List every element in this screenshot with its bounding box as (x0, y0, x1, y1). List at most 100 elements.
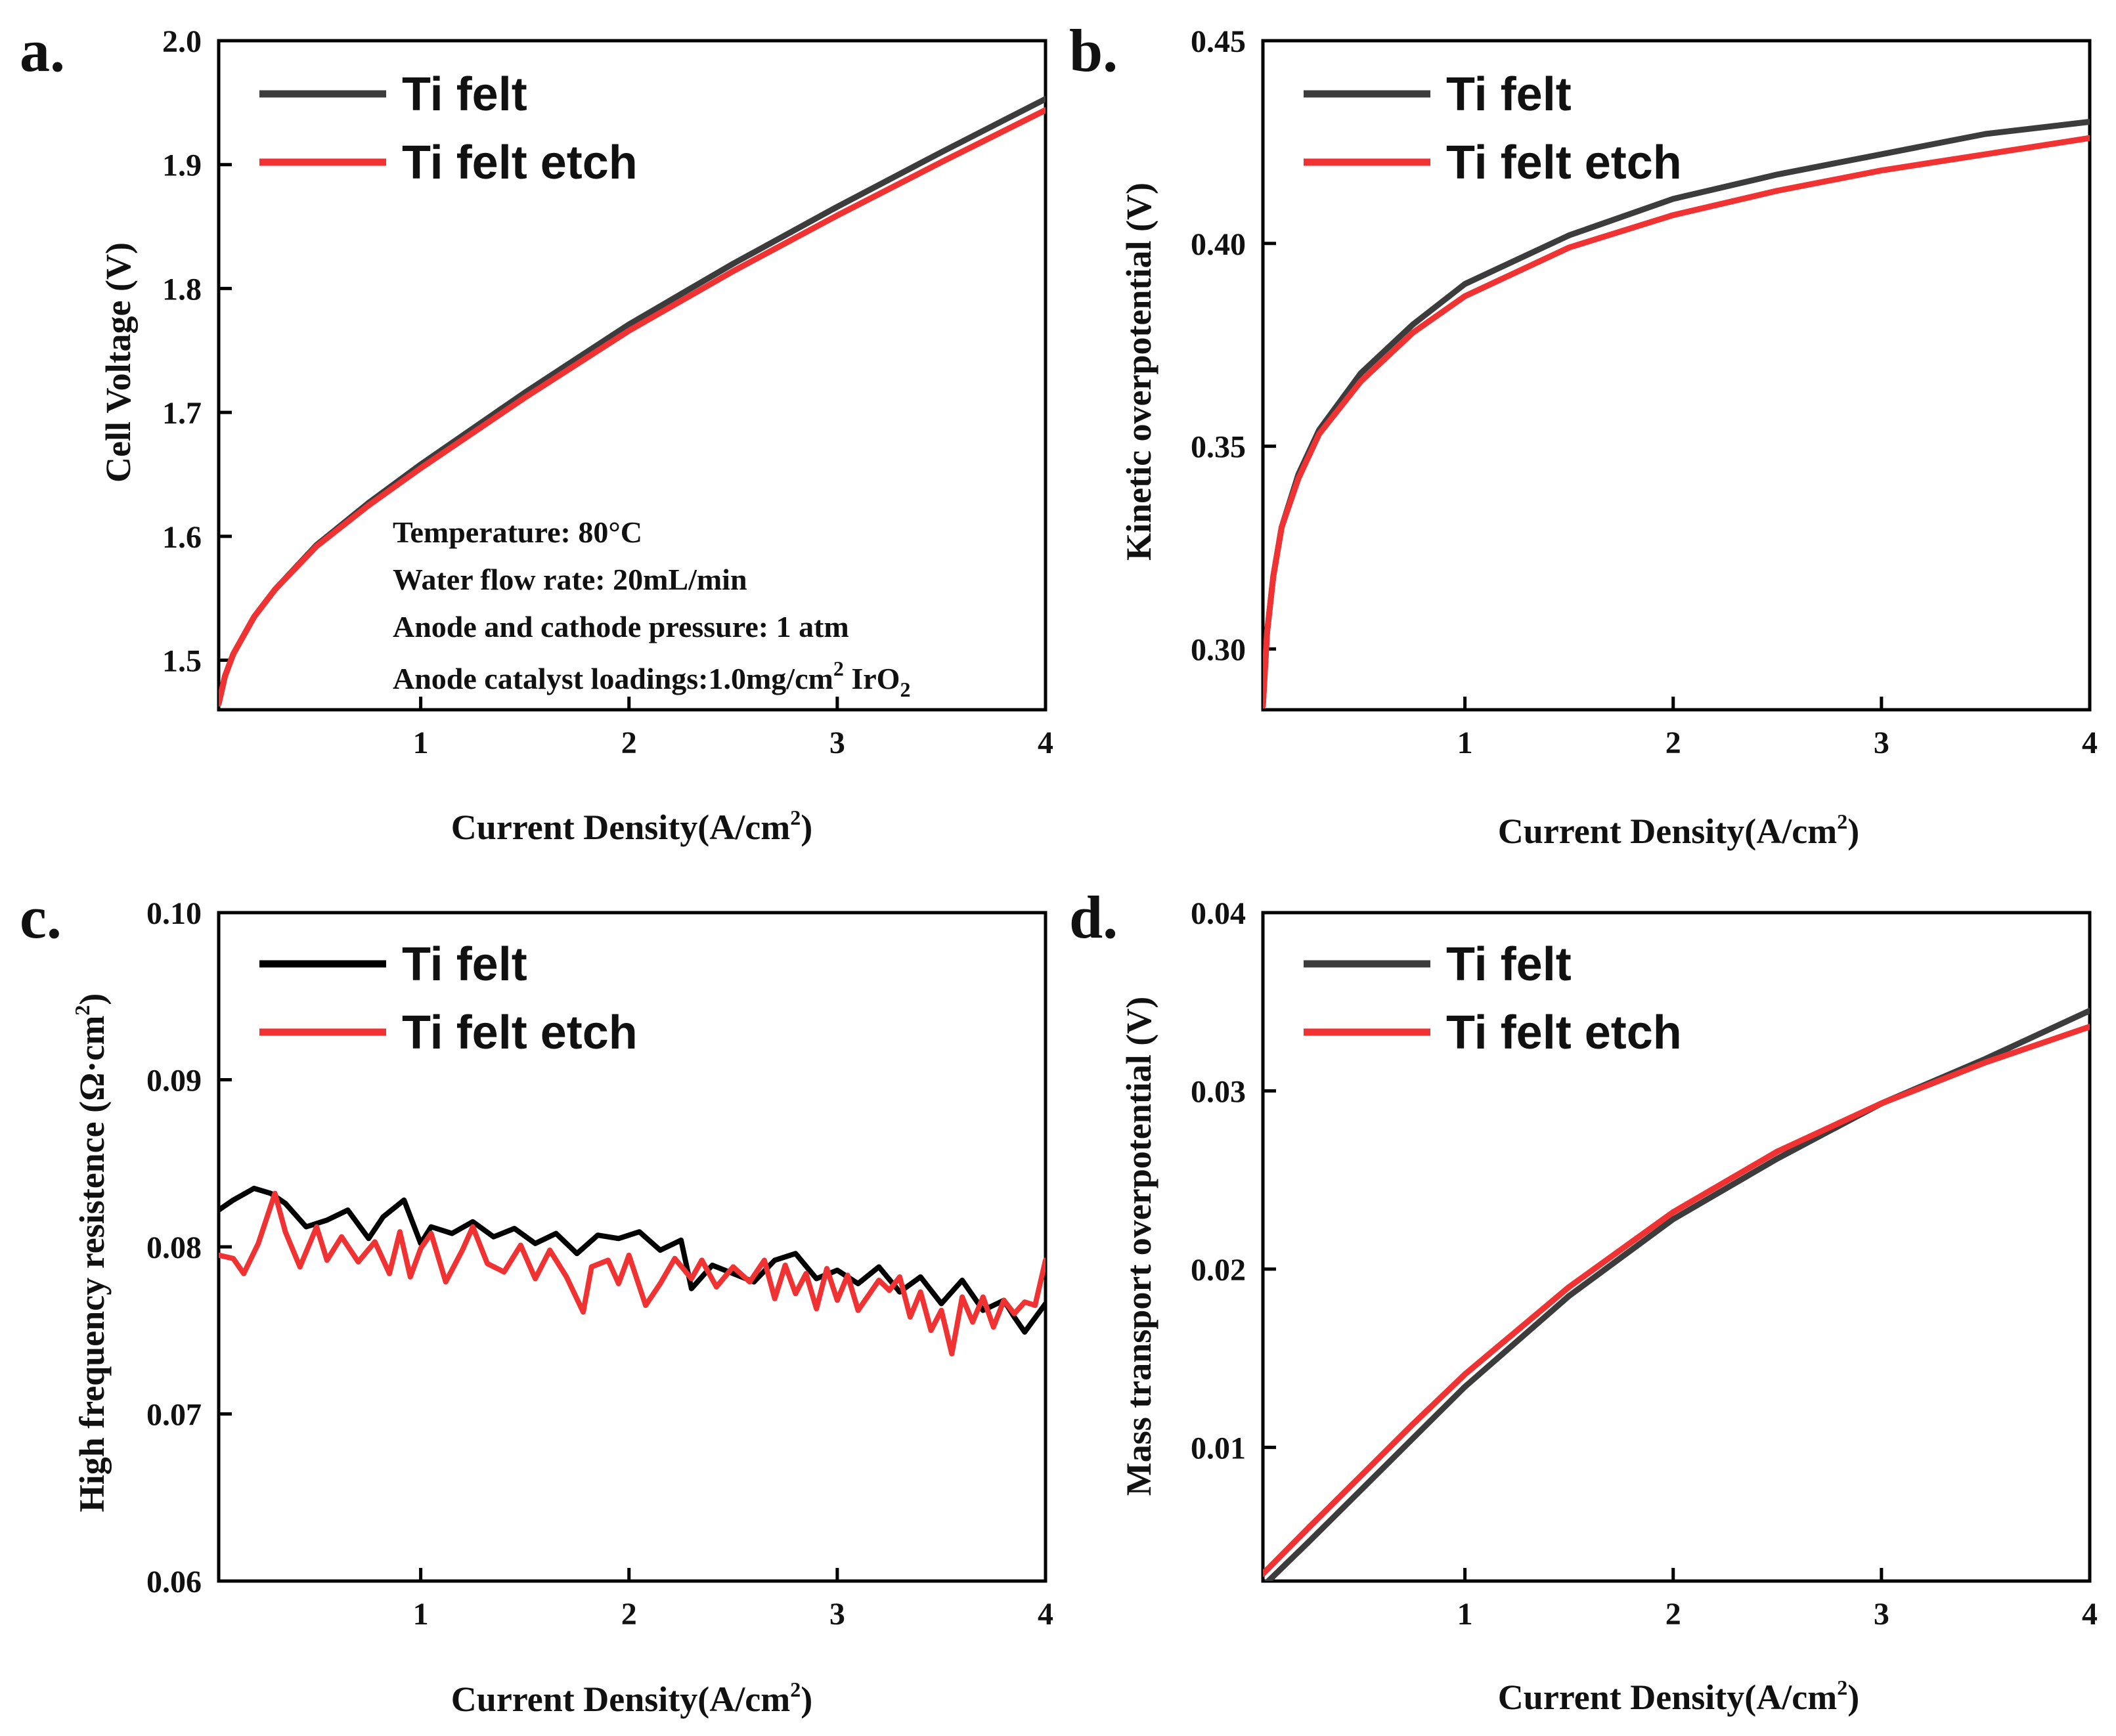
panel-c: c. 1 2 3 4 0.06 0.07 0.08 0.09 0.10 High frequen… (20, 884, 1053, 1719)
y-tick-label: 0.02 (1191, 1253, 1246, 1288)
plot-frame (1261, 911, 2092, 1583)
series-line-ti-felt (1263, 119, 2090, 709)
y-tick-label: 0.07 (146, 1398, 202, 1433)
x-tick-label: 4 (1038, 1597, 1053, 1632)
plot-area (219, 1185, 1046, 1356)
y-axis-title: Kinetic overpotential (V) (1119, 183, 1158, 561)
y-tick-label: 0.30 (1191, 632, 1246, 667)
annotation-catalyst-loading: Anode catalyst loadings:1.0mg/cm2 IrO2 (393, 657, 910, 701)
x-axis-title-sup: 2 (1837, 1676, 1847, 1699)
x-tick-label: 1 (1457, 726, 1473, 760)
x-tick-label: 3 (829, 726, 845, 760)
series-line-ti-felt-etch (1263, 135, 2090, 709)
x-tick-label: 2 (621, 726, 637, 760)
x-tick-label: 3 (829, 1597, 845, 1632)
x-axis-title-end: ) (1847, 1678, 1859, 1717)
x-tick-label: 3 (1874, 726, 1889, 760)
y-axis-title: Mass transport overpotential (V) (1119, 997, 1158, 1496)
tick-labels: 1 2 3 4 0.30 0.35 0.40 0.45 (1191, 24, 2098, 760)
panel-label: a. (20, 17, 65, 84)
panel-label: d. (1069, 884, 1118, 951)
y-tick-label: 0.35 (1191, 430, 1246, 465)
plot-area (1263, 119, 2090, 709)
y-tick-label: 0.01 (1191, 1431, 1246, 1465)
tick-labels: 1 2 3 4 0.01 0.02 0.03 0.04 (1191, 896, 2098, 1632)
annotation-catalyst-sub: 2 (900, 678, 910, 701)
series-line-ti-felt (219, 1185, 1046, 1335)
x-axis-title-sup: 2 (790, 806, 801, 829)
x-tick-label: 4 (2082, 1597, 2098, 1632)
y-tick-label: 0.08 (146, 1230, 202, 1265)
conditions-annotation: Temperature: 80°C Water flow rate: 20mL/… (393, 515, 910, 701)
y-tick-label: 0.09 (146, 1064, 202, 1098)
y-tick-label: 2.0 (162, 24, 202, 59)
y-tick-label: 1.7 (162, 396, 202, 431)
legend-label-ti-felt-etch: Ti felt etch (1446, 1007, 1682, 1059)
x-axis-title: Current Density(A/cm2) (451, 1678, 812, 1719)
legend: Ti felt Ti felt etch (259, 68, 638, 189)
y-tick-label: 1.5 (162, 644, 202, 679)
y-tick-label: 0.45 (1191, 24, 1246, 59)
x-axis-title-end: ) (801, 808, 812, 847)
annotation-pressure: Anode and cathode pressure: 1 atm (393, 610, 849, 643)
panel-a: a. 1 2 3 4 1.5 1.6 1.7 1.8 1.9 2.0 Cell Voltage (… (20, 17, 1053, 847)
axes (1261, 39, 2092, 712)
y-axis-title-end: ) (72, 993, 112, 1005)
annotation-catalyst-iro: IrO (844, 662, 900, 695)
annotation-catalyst-main: Anode catalyst loadings:1.0mg/cm (393, 662, 833, 695)
panel-label: c. (20, 884, 62, 951)
annotation-catalyst-sup: 2 (833, 657, 844, 680)
legend-label-ti-felt-etch: Ti felt etch (402, 1007, 638, 1059)
axes (217, 39, 1047, 712)
tick-labels: 1 2 3 4 0.06 0.07 0.08 0.09 0.10 (146, 896, 1053, 1632)
x-axis-title-sup: 2 (1837, 810, 1847, 833)
legend-label-ti-felt: Ti felt (1446, 938, 1572, 991)
x-axis-title: Current Density(A/cm2) (1498, 1676, 1859, 1717)
y-tick-label: 1.8 (162, 272, 202, 307)
panel-b: b. 1 2 3 4 0.30 0.35 0.40 0.45 Kinetic overpote… (1069, 17, 2098, 851)
legend-label-ti-felt: Ti felt (402, 938, 527, 991)
tick-labels: 1 2 3 4 1.5 1.6 1.7 1.8 1.9 2.0 (162, 24, 1053, 760)
legend-label-ti-felt-etch: Ti felt etch (1446, 137, 1682, 189)
y-tick-label: 0.10 (146, 896, 202, 931)
panel-d: d. 1 2 3 4 0.01 0.02 0.03 0.04 Mass transport o… (1069, 884, 2098, 1717)
annotation-temperature: Temperature: 80°C (393, 515, 642, 549)
y-axis-title-sup: 2 (70, 1005, 94, 1016)
x-tick-label: 1 (413, 1597, 429, 1632)
y-tick-label: 1.9 (162, 148, 202, 183)
plot-area (1263, 1007, 2090, 1581)
x-tick-label: 2 (621, 1597, 637, 1632)
x-axis-title-end: ) (801, 1680, 812, 1719)
y-tick-label: 0.06 (146, 1565, 202, 1599)
y-tick-label: 0.03 (1191, 1074, 1246, 1109)
x-axis-title-main: Current Density(A/cm (1498, 812, 1837, 851)
plot-area (219, 96, 1046, 707)
x-tick-label: 3 (1874, 1597, 1889, 1632)
x-axis-title-sup: 2 (790, 1678, 801, 1701)
axes (1261, 911, 2092, 1583)
series-line-ti-felt (1264, 1007, 2090, 1581)
y-tick-label: 0.04 (1191, 896, 1246, 931)
y-axis-title-main: High frequency resistence (Ω·cm (72, 1016, 112, 1513)
series-line-ti-felt-etch (219, 1190, 1046, 1356)
x-axis-title-main: Current Density(A/cm (451, 1680, 790, 1719)
x-axis-title: Current Density(A/cm2) (451, 806, 812, 847)
x-tick-label: 2 (1665, 1597, 1681, 1632)
y-axis-title: Cell Voltage (V) (99, 242, 138, 483)
x-tick-label: 1 (413, 726, 429, 760)
series-line-ti-felt-etch (219, 107, 1046, 707)
x-tick-label: 4 (1038, 726, 1053, 760)
y-tick-label: 1.6 (162, 520, 202, 555)
legend: Ti felt Ti felt etch (1304, 938, 1682, 1059)
plot-frame (1261, 39, 2092, 712)
x-axis-title-main: Current Density(A/cm (451, 808, 790, 847)
y-tick-label: 0.40 (1191, 227, 1246, 262)
x-axis-title-main: Current Density(A/cm (1498, 1678, 1837, 1717)
series-line-ti-felt-etch (1263, 1024, 2090, 1577)
x-tick-label: 1 (1457, 1597, 1473, 1632)
legend: Ti felt Ti felt etch (259, 938, 638, 1059)
annotation-water-flow: Water flow rate: 20mL/min (393, 563, 747, 596)
legend-label-ti-felt: Ti felt (402, 68, 527, 121)
legend: Ti felt Ti felt etch (1304, 68, 1682, 189)
